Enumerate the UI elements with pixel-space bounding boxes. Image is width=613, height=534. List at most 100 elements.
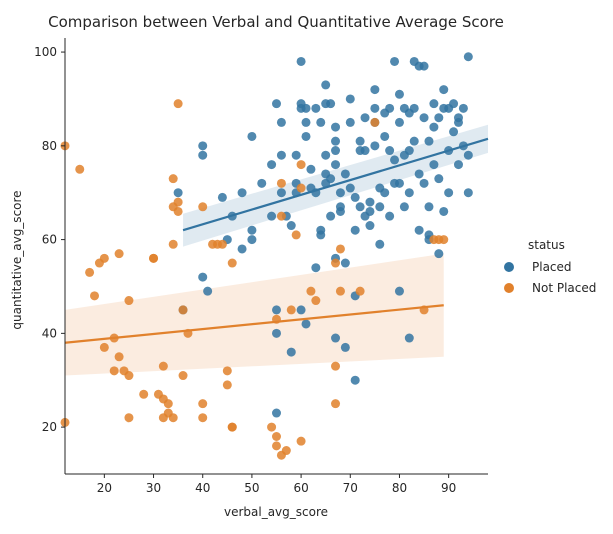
data-point-placed (449, 127, 459, 137)
data-point-placed (375, 202, 385, 212)
x-tick-label: 40 (195, 481, 210, 495)
data-point-placed (237, 244, 247, 254)
data-point-placed (286, 221, 296, 231)
y-tick-label: 100 (34, 45, 57, 59)
data-point-not-placed (311, 296, 321, 306)
data-point-not-placed (85, 267, 95, 277)
data-point-not-placed (158, 361, 168, 371)
data-point-placed (375, 239, 385, 249)
data-point-not-placed (124, 371, 134, 381)
data-point-not-placed (291, 230, 301, 240)
data-point-placed (272, 305, 281, 315)
x-tick-label: 60 (293, 481, 308, 495)
data-point-placed (355, 202, 365, 212)
data-point-placed (355, 136, 365, 146)
data-point-placed (370, 85, 380, 95)
data-point-placed (276, 150, 286, 160)
data-point-placed (272, 99, 281, 109)
data-point-placed (439, 85, 449, 95)
confidence-band-placed (183, 124, 488, 247)
legend-marker-not-placed (504, 283, 514, 293)
data-point-placed (385, 103, 395, 113)
data-point-not-placed (286, 305, 296, 315)
data-point-placed (449, 99, 459, 109)
data-point-not-placed (272, 441, 281, 451)
data-point-placed (331, 122, 341, 132)
x-tick-label: 50 (244, 481, 259, 495)
data-point-not-placed (124, 413, 134, 423)
data-point-placed (267, 211, 277, 221)
data-point-placed (434, 249, 444, 259)
data-point-placed (394, 286, 404, 296)
data-point-not-placed (335, 244, 345, 254)
data-point-placed (311, 103, 321, 113)
data-point-placed (394, 117, 404, 127)
data-point-placed (380, 188, 390, 198)
scatter-points (60, 52, 473, 460)
data-point-not-placed (163, 399, 173, 409)
data-point-not-placed (198, 413, 208, 423)
data-point-not-placed (296, 436, 306, 446)
y-tick-label: 40 (42, 326, 57, 340)
data-point-placed (350, 375, 360, 385)
data-point-not-placed (439, 235, 449, 245)
data-point-placed (404, 188, 414, 198)
data-point-not-placed (168, 174, 178, 184)
data-point-not-placed (198, 399, 208, 409)
data-point-not-placed (331, 399, 341, 409)
data-point-not-placed (109, 366, 119, 376)
data-point-placed (380, 131, 390, 141)
data-point-not-placed (227, 258, 237, 268)
data-point-not-placed (281, 446, 291, 456)
data-point-placed (286, 347, 296, 357)
data-point-placed (390, 155, 400, 165)
data-point-placed (385, 146, 395, 156)
data-point-placed (404, 333, 414, 343)
data-point-not-placed (227, 422, 237, 432)
x-tick-label: 90 (441, 481, 456, 495)
x-tick-label: 30 (146, 481, 161, 495)
data-point-placed (404, 146, 414, 156)
confidence-bands (65, 124, 488, 376)
data-point-placed (350, 225, 360, 235)
data-point-not-placed (335, 286, 345, 296)
legend-marker-placed (504, 262, 514, 272)
data-point-placed (247, 235, 257, 245)
data-point-not-placed (168, 413, 178, 423)
data-point-placed (301, 319, 311, 329)
axes: 20 30 40 50 60 70 80 90 20 40 60 80 100 (34, 38, 488, 495)
data-point-not-placed (198, 202, 208, 212)
data-point-placed (409, 103, 419, 113)
data-point-placed (453, 117, 463, 127)
data-point-placed (345, 183, 355, 193)
data-point-placed (311, 263, 321, 273)
data-point-placed (335, 206, 345, 216)
data-point-placed (370, 141, 380, 151)
data-point-placed (429, 160, 439, 170)
data-point-placed (365, 197, 375, 207)
data-point-placed (409, 136, 419, 146)
data-point-not-placed (267, 422, 277, 432)
regression-line-placed (182, 137, 489, 232)
data-point-not-placed (124, 296, 134, 306)
data-point-placed (385, 211, 395, 221)
data-point-placed (390, 56, 400, 66)
data-point-placed (453, 160, 463, 170)
data-point-placed (247, 225, 257, 235)
data-point-not-placed (222, 380, 232, 390)
data-point-placed (173, 188, 183, 198)
data-point-not-placed (114, 352, 124, 362)
data-point-placed (301, 117, 311, 127)
data-point-placed (316, 230, 326, 240)
data-point-not-placed (276, 178, 286, 188)
regression-line-not-placed (64, 304, 444, 344)
data-point-placed (340, 169, 350, 179)
data-point-placed (203, 286, 213, 296)
data-point-placed (267, 160, 277, 170)
data-point-placed (419, 61, 429, 71)
data-point-placed (399, 202, 409, 212)
data-point-placed (296, 305, 306, 315)
data-point-placed (463, 188, 473, 198)
data-point-placed (331, 333, 341, 343)
